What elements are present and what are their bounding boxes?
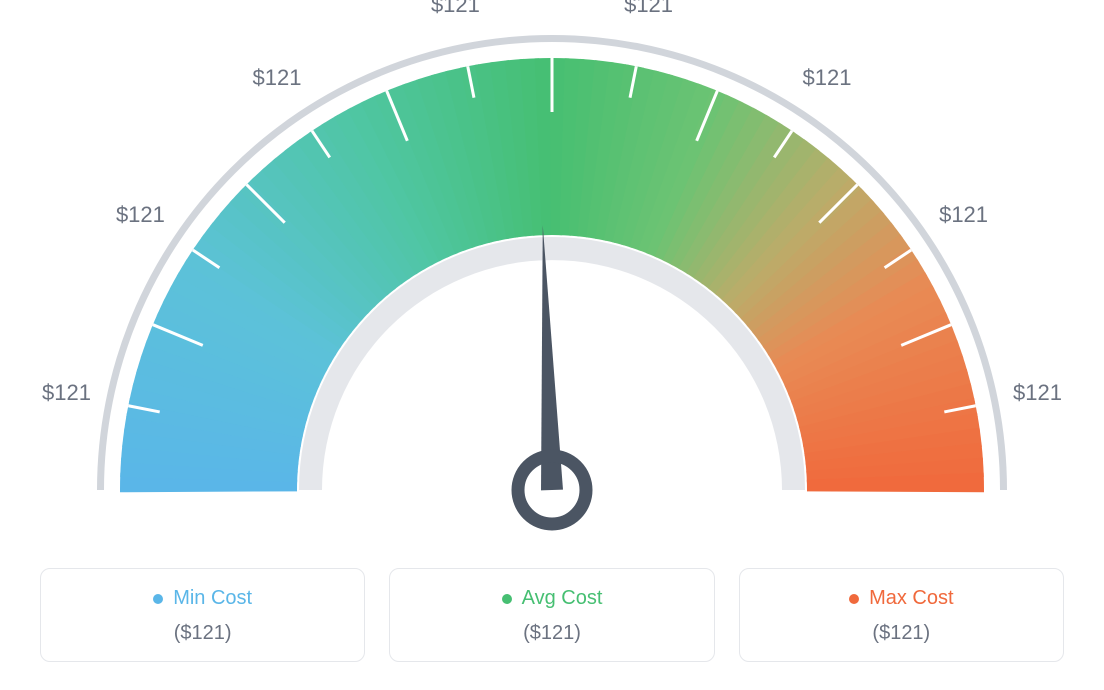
legend-label-min: Min Cost <box>173 587 252 610</box>
legend-card-min: Min Cost ($121) <box>40 568 365 662</box>
legend-row: Min Cost ($121) Avg Cost ($121) Max Cost… <box>40 568 1064 662</box>
gauge-chart: $121 $121 $121 $121 $121 $121 $121 $121 <box>0 0 1104 560</box>
legend-value-max: ($121) <box>752 622 1051 645</box>
legend-label-max: Max Cost <box>869 587 953 610</box>
legend-value-min: ($121) <box>53 622 352 645</box>
legend-dot-avg <box>502 594 512 604</box>
legend-label-avg: Avg Cost <box>522 587 603 610</box>
gauge-svg <box>0 0 1104 560</box>
gauge-tick-label: $121 <box>803 65 852 91</box>
legend-value-avg: ($121) <box>402 622 701 645</box>
legend-title-max: Max Cost <box>849 587 953 610</box>
gauge-tick-label: $121 <box>116 202 165 228</box>
legend-title-min: Min Cost <box>153 587 252 610</box>
gauge-tick-label: $121 <box>431 0 480 18</box>
gauge-tick-label: $121 <box>1013 380 1062 406</box>
gauge-tick-label: $121 <box>42 380 91 406</box>
legend-dot-max <box>849 594 859 604</box>
gauge-tick-label: $121 <box>253 65 302 91</box>
gauge-tick-label: $121 <box>624 0 673 18</box>
legend-card-avg: Avg Cost ($121) <box>389 568 714 662</box>
gauge-tick-label: $121 <box>939 202 988 228</box>
legend-dot-min <box>153 594 163 604</box>
legend-card-max: Max Cost ($121) <box>739 568 1064 662</box>
legend-title-avg: Avg Cost <box>502 587 603 610</box>
cost-gauge-container: $121 $121 $121 $121 $121 $121 $121 $121 Min Cos… <box>0 0 1104 690</box>
